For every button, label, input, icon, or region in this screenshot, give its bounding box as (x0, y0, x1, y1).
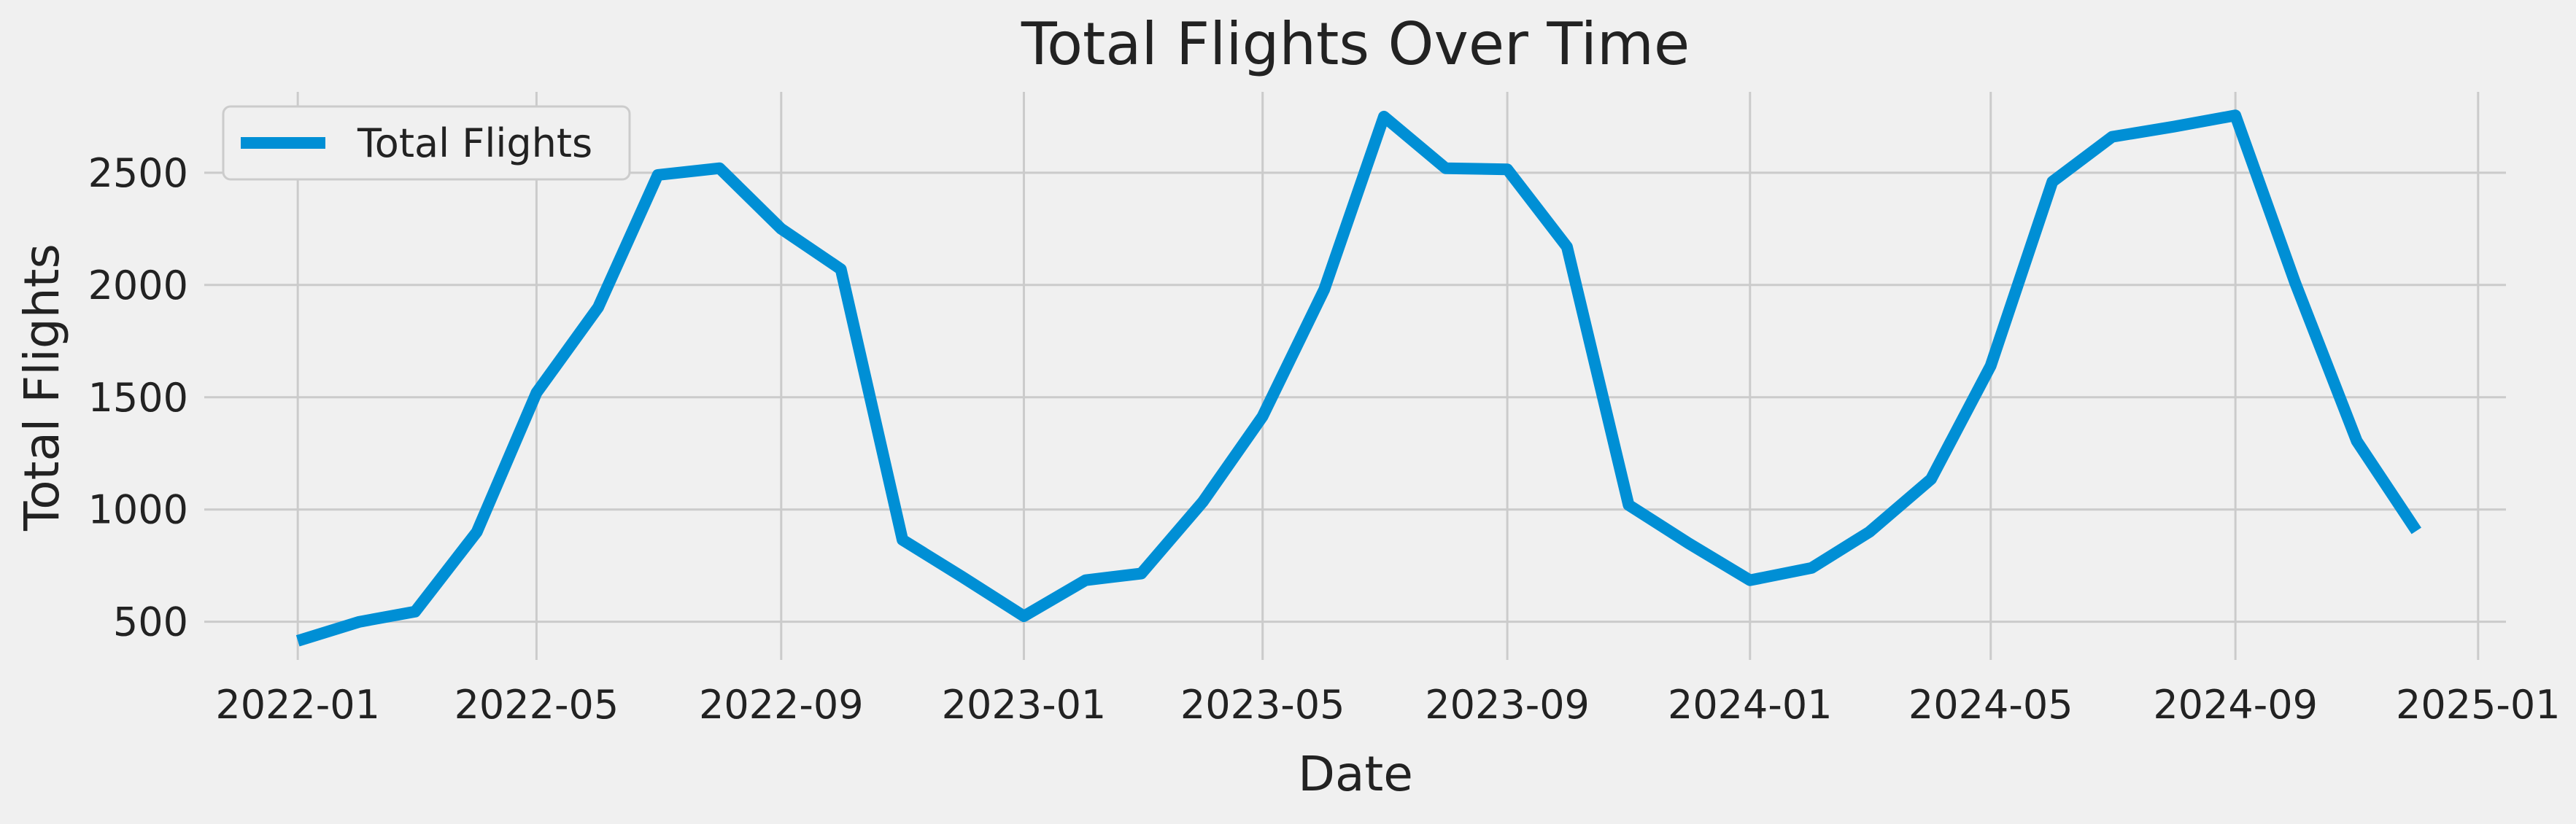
x-tick-label: 2023-05 (1180, 682, 1345, 728)
x-tick-label: 2023-09 (1425, 682, 1590, 728)
chart-title: Total Flights Over Time (1021, 10, 1690, 78)
x-tick-labels: 2022-01 2022-05 2022-09 2023-01 2023-05 2023-… (215, 682, 2560, 728)
x-tick-label: 2023-01 (942, 682, 1107, 728)
y-tick-label: 2000 (88, 263, 188, 308)
series-line-total-flights (295, 109, 2421, 647)
legend-entry-label: Total Flights (357, 120, 592, 166)
grid (204, 92, 2506, 660)
y-tick-labels: 500 1000 1500 2000 2500 (88, 150, 188, 645)
x-tick-label: 2022-01 (215, 682, 380, 728)
x-tick-label: 2025-01 (2396, 682, 2561, 728)
y-tick-label: 1500 (88, 375, 188, 421)
x-tick-label: 2024-09 (2153, 682, 2318, 728)
y-axis-label: Total Flights (14, 244, 70, 532)
x-tick-label: 2024-01 (1668, 682, 1833, 728)
y-tick-label: 500 (113, 599, 188, 645)
x-axis-label: Date (1298, 746, 1413, 802)
y-tick-label: 1000 (88, 487, 188, 533)
legend: Total Flights (222, 105, 631, 181)
x-tick-label: 2022-05 (455, 682, 619, 728)
x-tick-label: 2022-09 (699, 682, 864, 728)
legend-box (222, 105, 631, 181)
x-tick-label: 2024-05 (1908, 682, 2073, 728)
y-tick-label: 2500 (88, 150, 188, 196)
series-layer (295, 109, 2421, 647)
